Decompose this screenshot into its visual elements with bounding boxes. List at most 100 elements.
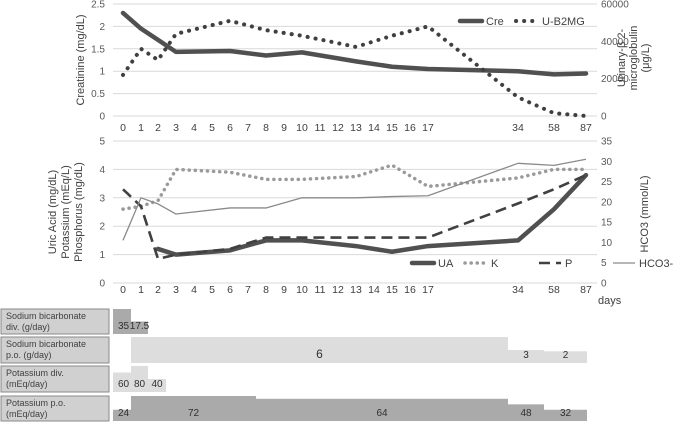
x-tick-label: 14 xyxy=(368,122,380,134)
series-line-u-b2mg xyxy=(121,18,588,118)
x-tick-label: 12 xyxy=(332,122,344,134)
dose-label: div. (g/day) xyxy=(6,322,50,332)
dose-bar xyxy=(131,337,508,363)
x-tick-label: 2 xyxy=(155,122,161,134)
dose-value: 80 xyxy=(134,379,146,390)
legend-label: P xyxy=(565,258,572,270)
dose-label: p.o. (g/day) xyxy=(6,350,52,360)
dose-bar xyxy=(544,409,587,421)
y2-tick-label: 5 xyxy=(601,258,607,269)
x-tick-label: 15 xyxy=(386,284,398,296)
x-tick-label: 4 xyxy=(191,122,197,134)
dose-label: Potassium p.o. xyxy=(6,398,66,408)
x-tick-label: 8 xyxy=(263,122,269,134)
dose-label-box xyxy=(0,308,110,335)
x-tick-label: 87 xyxy=(580,122,592,134)
y2-tick-label: 20 xyxy=(601,197,613,208)
y-axis-title: Potassium (mEq/L) xyxy=(60,165,72,259)
dose-value: 60 xyxy=(118,379,130,390)
y-tick-label: 2.5 xyxy=(91,0,105,11)
legend-label: K xyxy=(491,258,499,270)
x-tick-label: 9 xyxy=(281,284,287,296)
legend-label: UA xyxy=(438,258,454,270)
x-tick-label: 2 xyxy=(155,284,161,296)
y-tick-label: 2 xyxy=(99,222,105,233)
x-tick-label: 10 xyxy=(296,122,308,134)
dose-row-3: Potassium div.(mEq/day) 60 80 40 xyxy=(0,365,166,393)
dose-value: 64 xyxy=(376,408,388,419)
dose-bar xyxy=(113,372,131,392)
x-tick-label: 11 xyxy=(315,284,326,296)
y2-tick-label: 0 xyxy=(601,279,607,290)
y-axis-title: Phosphorus (mg/dL) xyxy=(73,162,85,262)
x-tick-label: 4 xyxy=(191,284,197,296)
y2-tick-label: 25 xyxy=(601,177,613,188)
x-tick-label: 14 xyxy=(368,284,380,296)
x-tick-label: 5 xyxy=(209,284,215,296)
x-tick-label: 87 xyxy=(580,284,592,296)
dose-label: Sodium bicarbonate xyxy=(6,311,86,321)
legend-label: Cre xyxy=(486,16,504,28)
dose-bar xyxy=(148,379,166,392)
dose-bar xyxy=(113,309,131,334)
x-tick-label: 17 xyxy=(422,122,434,134)
y-tick-label: 0 xyxy=(99,112,105,123)
dose-label-box xyxy=(0,365,110,393)
x-tick-label: 6 xyxy=(227,284,233,296)
dose-bar xyxy=(256,398,508,421)
dose-value: 3 xyxy=(523,350,529,361)
y-axis-title: Uric Acid (mg/dL) xyxy=(47,170,59,254)
dose-label: (mEq/day) xyxy=(6,409,48,419)
y-tick-label: 0.5 xyxy=(91,89,105,100)
dose-bar xyxy=(131,321,148,334)
dose-value: 40 xyxy=(151,379,163,390)
dose-bar xyxy=(113,409,131,421)
x-tick-label: 58 xyxy=(548,284,560,296)
dose-label-box xyxy=(0,336,110,364)
legend-label: U-B2MG xyxy=(542,16,585,28)
dose-bar xyxy=(508,350,544,363)
x-tick-label: 9 xyxy=(281,122,287,134)
dose-value: 24 xyxy=(118,408,130,419)
y2-axis-title: microglobulin xyxy=(628,26,640,91)
x-tick-label: 34 xyxy=(512,284,524,296)
x-tick-label: 3 xyxy=(173,122,179,134)
y-tick-label: 4 xyxy=(99,165,105,176)
y2-tick-label: 15 xyxy=(601,218,613,229)
y-tick-label: 1 xyxy=(99,250,105,261)
y-tick-label: 2 xyxy=(99,22,105,33)
y2-tick-label: 10 xyxy=(601,238,613,249)
series-line-p xyxy=(122,173,587,261)
x-tick-label: 1 xyxy=(138,122,144,134)
dose-bar xyxy=(131,366,148,392)
x-tick-label: 58 xyxy=(548,122,560,134)
y2-axis-title: Urinary-β 2- xyxy=(616,29,628,88)
y-axis-title: Creatinine (mg/dL) xyxy=(75,14,87,105)
y2-tick-label: 60000 xyxy=(601,0,629,11)
y2-axis-title: (μg/L) xyxy=(640,44,652,73)
x-tick-label: 13 xyxy=(350,122,362,134)
x-tick-label: 5 xyxy=(209,122,215,134)
x-tick-label: 11 xyxy=(315,122,326,134)
y2-tick-label: 20000 xyxy=(601,74,629,85)
x-tick-label: 17 xyxy=(422,284,434,296)
x-tick-label: 16 xyxy=(404,122,416,134)
series-line-ua xyxy=(155,172,589,257)
y2-tick-label: 35 xyxy=(601,137,613,148)
dose-label: Potassium div. xyxy=(6,368,64,378)
series-line-hco3- xyxy=(122,158,587,241)
x-tick-label: 13 xyxy=(350,284,362,296)
series-line-cre xyxy=(120,10,589,77)
dose-bar xyxy=(131,396,256,421)
dose-bar xyxy=(544,351,587,363)
y2-tick-label: 40000 xyxy=(601,37,629,48)
y-tick-label: 3 xyxy=(99,193,105,204)
y-tick-label: 1 xyxy=(99,67,105,78)
dose-value: 2 xyxy=(563,350,569,361)
series-line-k xyxy=(121,163,588,211)
x-tick-label: 0 xyxy=(120,122,126,134)
x-tick-label: 3 xyxy=(173,284,179,296)
